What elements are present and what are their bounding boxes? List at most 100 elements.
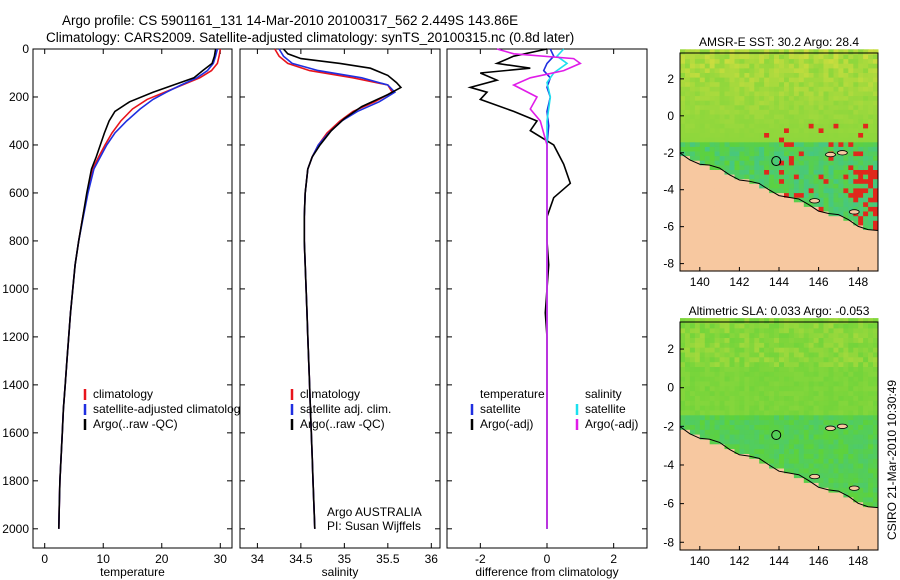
map-cell — [759, 137, 765, 143]
map-cell — [838, 501, 844, 508]
map-cell — [774, 351, 780, 358]
map-cell — [724, 327, 730, 334]
map-cell — [848, 535, 854, 541]
map-cell — [759, 414, 765, 421]
map-cell — [843, 229, 849, 235]
map-cell — [838, 174, 844, 180]
map-cell — [868, 104, 874, 110]
map-cell — [769, 220, 775, 226]
map-cell — [818, 187, 825, 194]
map-cell — [769, 371, 775, 377]
map-cell — [798, 506, 805, 512]
map-cell — [704, 356, 711, 363]
map-cell — [729, 160, 735, 166]
map-cell — [863, 501, 869, 508]
map-cell — [769, 257, 775, 263]
map-cell — [838, 458, 844, 464]
y-tick-label: -6 — [663, 220, 674, 234]
map-cell — [709, 443, 716, 450]
map-cell — [863, 530, 869, 537]
map-cell — [754, 224, 760, 230]
map-cell — [689, 95, 696, 101]
map-cell — [818, 114, 825, 120]
map-cell — [685, 545, 691, 551]
map-cell — [798, 224, 805, 230]
map-cell — [858, 487, 864, 493]
map-cell — [704, 72, 711, 78]
map-cell — [823, 337, 829, 343]
map-cells — [680, 49, 879, 272]
map-cell — [764, 458, 770, 464]
map-cell — [754, 141, 760, 147]
map-cell — [694, 337, 701, 343]
map-cell — [685, 197, 691, 203]
map-cell — [823, 77, 829, 83]
map-cell — [833, 169, 839, 175]
map-cell — [694, 492, 701, 498]
map-cell — [803, 238, 810, 244]
map-cell — [813, 141, 820, 147]
map-cell — [838, 247, 844, 254]
map-cell — [813, 400, 820, 406]
map-cell — [734, 434, 740, 440]
map-cell — [689, 72, 696, 78]
map-cell — [873, 385, 879, 392]
map-cell — [749, 342, 755, 348]
map-cell — [784, 118, 790, 124]
map-cell — [843, 100, 849, 106]
map-cell — [784, 424, 790, 430]
map-cell — [833, 127, 839, 133]
map-cell — [853, 86, 859, 92]
map-cell — [858, 535, 864, 541]
map-cell — [739, 525, 745, 532]
map-cell — [798, 405, 805, 411]
map-cell — [759, 224, 765, 230]
map-cell — [754, 516, 760, 522]
map-cell — [788, 327, 795, 334]
map-cell — [873, 376, 879, 382]
map-cell — [788, 114, 795, 120]
map-cell — [818, 395, 825, 401]
map-cell — [788, 332, 795, 338]
map-cell — [838, 77, 844, 83]
map-cell — [868, 100, 874, 106]
map-cell — [704, 187, 711, 194]
map-cell — [719, 187, 726, 194]
map-cell — [734, 492, 740, 498]
map-cell — [774, 501, 780, 508]
map-cell — [833, 419, 839, 425]
map-cell — [803, 332, 810, 338]
map-cell — [754, 72, 760, 78]
map-cell — [739, 351, 745, 358]
map-cell — [744, 192, 750, 198]
map-cell — [818, 53, 825, 60]
map-cell — [699, 376, 706, 382]
map-cell — [793, 215, 800, 221]
map-cell — [714, 104, 721, 110]
map-cell — [764, 424, 770, 430]
map-cell — [853, 169, 859, 175]
map-cell — [818, 429, 825, 435]
map-cell — [709, 477, 716, 483]
map-cell — [808, 77, 815, 83]
map-cell — [774, 506, 780, 512]
map-cell — [788, 224, 795, 230]
map-cell — [808, 224, 815, 230]
y-tick-label: 0 — [22, 42, 29, 56]
map-cell — [873, 511, 879, 517]
map-cell — [744, 224, 750, 230]
map-cell — [858, 376, 864, 382]
map-cell — [828, 492, 834, 498]
map-cell — [848, 90, 854, 97]
map-cell — [828, 356, 834, 363]
map-cell — [798, 178, 805, 184]
map-cell — [724, 109, 730, 115]
map-cell — [689, 501, 696, 508]
map-cell — [764, 90, 770, 97]
map-cell — [873, 178, 879, 184]
map-cell — [793, 100, 800, 106]
map-cell — [704, 453, 711, 459]
map-cell — [764, 438, 770, 445]
map-cell — [680, 351, 686, 358]
map-cell — [759, 472, 765, 479]
